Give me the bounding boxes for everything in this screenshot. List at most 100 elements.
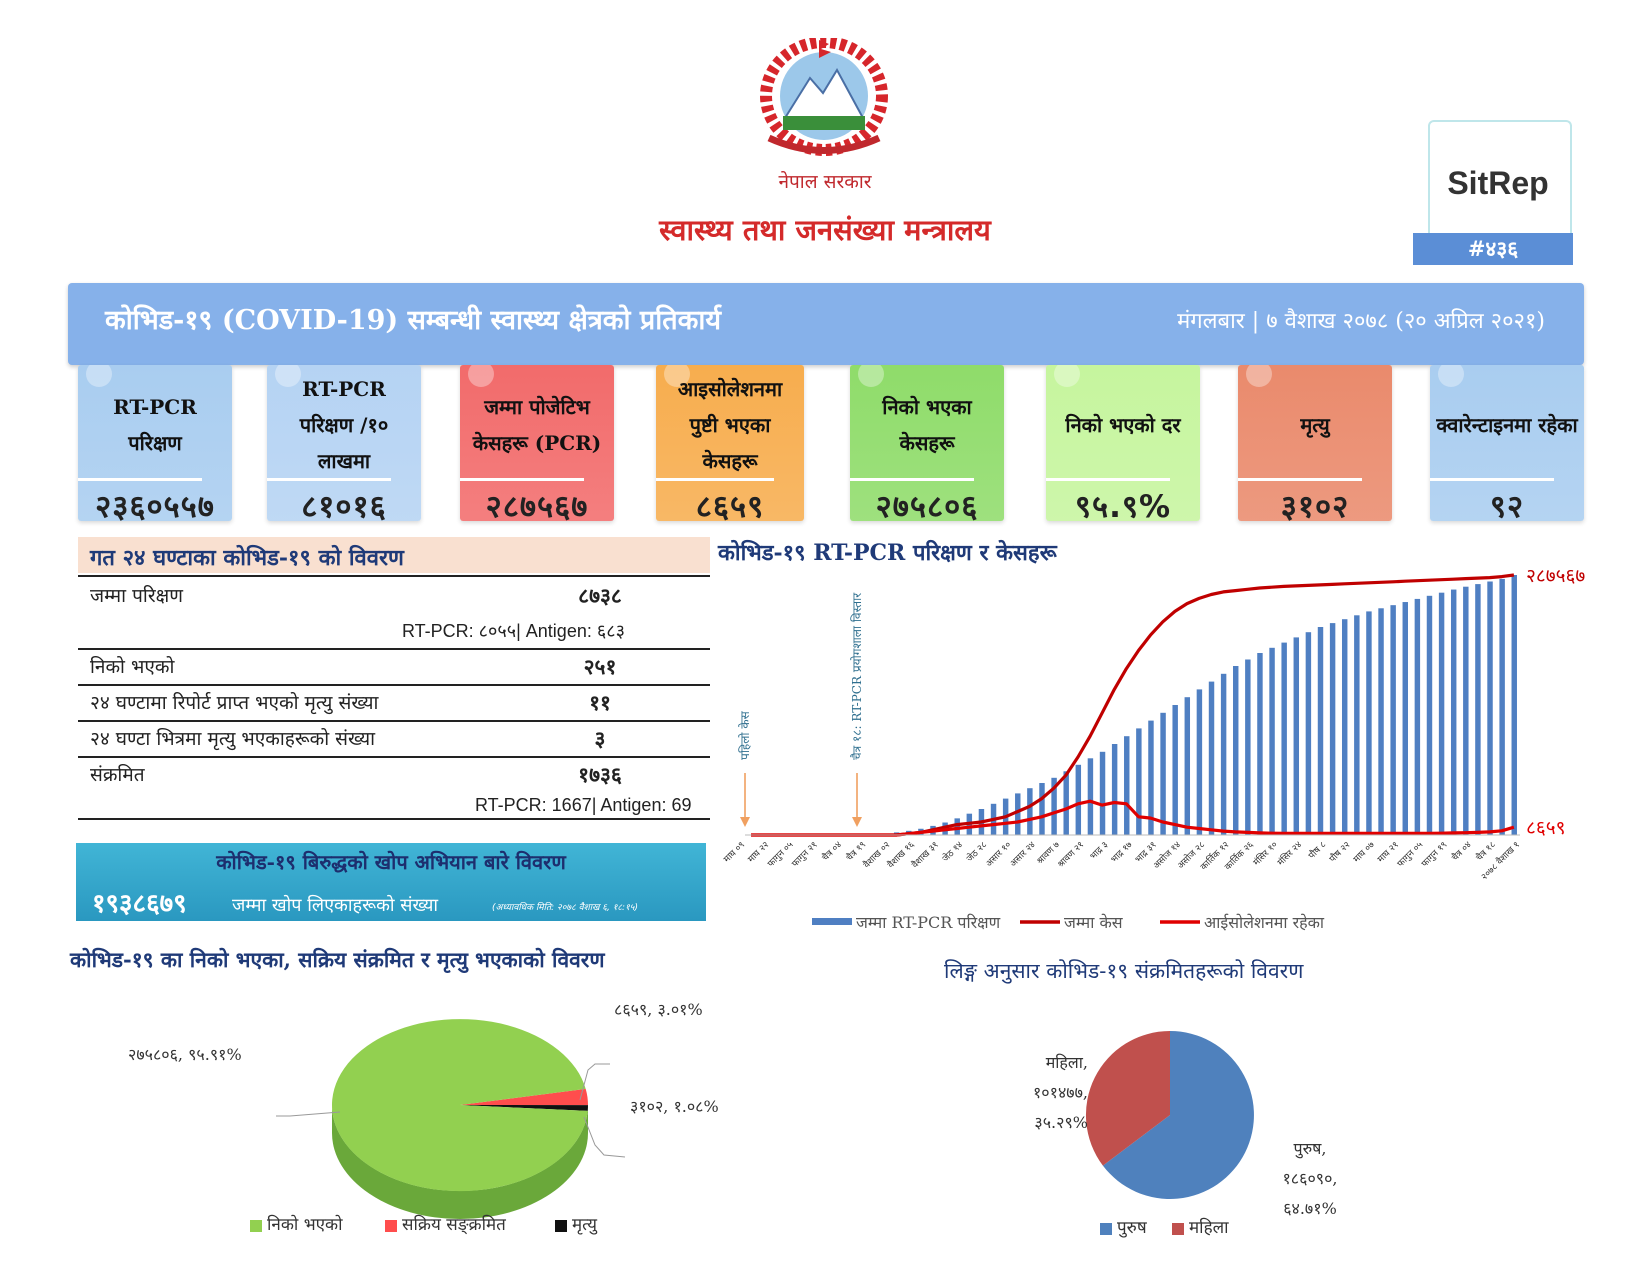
x-tick-label: भाद्र ३	[1088, 840, 1110, 862]
chart-bar	[1233, 666, 1239, 835]
stat-card-label: RT-PCR परिक्षण	[113, 395, 197, 455]
virus-icon	[86, 365, 112, 387]
pie-slice-label: २७५८०६, ९५.९१%	[128, 1045, 242, 1064]
chart-series-line	[751, 799, 1515, 837]
x-tick-label: असार १०	[984, 840, 1013, 869]
x-tick-label: फागुन ०५	[766, 840, 796, 870]
virus-icon	[1054, 365, 1080, 387]
chart-bar	[1051, 777, 1057, 835]
x-tick-label: मंसिर २४	[1275, 838, 1305, 868]
chart-bar	[1136, 728, 1142, 835]
stat-card-rtpcr-tests: RT-PCR परिक्षण २३६०५५७	[78, 365, 232, 521]
pie-slice	[1102, 1031, 1254, 1199]
chart-bar	[1366, 611, 1372, 835]
stat-card-value: २८७५६७	[485, 489, 589, 521]
stat-card-value: ८६५९	[695, 489, 765, 521]
chart-bar	[1426, 595, 1433, 835]
x-tick-label: असार २४	[1009, 840, 1038, 869]
chart-bar	[1499, 578, 1505, 835]
chart-bar	[1354, 615, 1360, 835]
pie-leader-line	[583, 1116, 626, 1158]
report-title: कोभिड-१९ (COVID-19) सम्बन्धी स्वास्थ्य क…	[105, 305, 721, 336]
legend-swatch	[250, 1219, 262, 1232]
sitrep-label: SitRep	[1447, 165, 1549, 201]
legend-item: पुरुष	[1100, 1215, 1147, 1238]
ministry-name: स्वास्थ्य तथा जनसंख्या मन्त्रालय	[659, 213, 991, 247]
chart-bar	[1099, 751, 1106, 835]
stat-card-label: क्वारेन्टाइनमा रहेका	[1436, 413, 1578, 437]
report-date: मंगलबार | ७ वैशाख २०७८ (२० अप्रिल २०२१)	[1177, 309, 1545, 334]
chart-bar	[1124, 736, 1130, 835]
chart-bar	[1402, 602, 1408, 835]
legend-label: निको भएको	[267, 1215, 343, 1235]
x-tick-label: फागुन १९	[1420, 840, 1449, 869]
stat-card-isolation: आइसोलेशनमा पुष्टी भएका केसहरू ८६५९	[656, 365, 804, 521]
outcome-pie-chart	[276, 1019, 626, 1219]
virus-icon	[664, 365, 690, 387]
chart-bar	[1390, 605, 1396, 835]
pie-slice	[331, 1019, 588, 1192]
chart-bar	[1487, 581, 1493, 835]
virus-icon	[1246, 365, 1272, 387]
chart-bar	[1039, 783, 1045, 835]
x-tick-label: माघ ०७	[1352, 840, 1377, 865]
legend-label: महिला	[1189, 1218, 1229, 1238]
stat-card-label: आइसोलेशनमा पुष्टी भएका केसहरू	[677, 377, 783, 473]
legend-label: आईसोलेशनमा रहेका	[1204, 913, 1325, 932]
legend-swatch	[1172, 1222, 1184, 1235]
x-tick-label: चैत्र ०४	[819, 838, 844, 863]
gender-pie-chart	[1085, 1031, 1254, 1199]
legend-label: जम्मा RT-PCR परिक्षण	[856, 913, 1001, 932]
stat-card-value: ८१०१६	[301, 489, 387, 521]
stat-card-label: निको भएको दर	[1065, 413, 1181, 437]
chart-bar	[1511, 575, 1517, 835]
chart-bar	[1438, 592, 1445, 835]
row-infected-value: १७३६	[578, 763, 622, 787]
stat-card-quarantine: क्वारेन्टाइनमा रहेका ९२	[1430, 365, 1584, 521]
pie-slice-label: ८६५९, ३.०१%	[614, 1000, 703, 1019]
outcome-pie-title: कोभिड-१९ का निको भएका, सक्रिय संक्रमित र…	[70, 947, 605, 972]
last24-header-band	[78, 537, 710, 573]
series-end-label: ८६५९	[1526, 817, 1566, 839]
vaccine-panel	[76, 843, 706, 921]
label-line: पुरुष,	[1293, 1139, 1327, 1158]
pie-slice	[460, 1105, 588, 1111]
row-total-tests-value: ८७३८	[578, 584, 622, 608]
label-line: ३५.२९%	[1034, 1113, 1088, 1132]
pie-depth	[332, 1105, 588, 1219]
chart-bar	[1027, 788, 1033, 835]
x-tick-label: जेठ १४	[940, 838, 966, 864]
chart-bar	[1305, 632, 1312, 835]
vaccine-update-note: (अध्यावधिक मिति: २०७८ वैशाख ६, १८:१५)	[492, 903, 638, 913]
label-line: ६४.७१%	[1283, 1199, 1337, 1218]
chart-bar	[1269, 647, 1275, 835]
label-line: १०१४७७,	[1032, 1083, 1088, 1102]
pie-leader-line	[579, 1063, 610, 1101]
stat-card-deaths: मृत्यु ३१०२	[1238, 365, 1392, 521]
stat-card-value: ९५.९%	[1074, 489, 1172, 521]
legend-label: पुरुष	[1117, 1218, 1147, 1238]
chart-bar	[1317, 627, 1324, 835]
annotation-label: पहिलो केस	[738, 710, 752, 760]
x-tick-label: भाद्र १७	[1109, 840, 1134, 865]
pie-slice	[1085, 1031, 1170, 1166]
divider	[78, 575, 710, 577]
row-deaths-reported-value: ११	[589, 691, 611, 715]
pie-slice-label: ३१०२, १.०८%	[630, 1097, 719, 1116]
pie-slice-label: पुरुष, १८६०९०, ६४.७१%	[1262, 1134, 1358, 1224]
row-deaths-within-value: ३	[594, 727, 606, 751]
x-tick-label: फागुन ०५	[1396, 840, 1426, 870]
divider	[78, 478, 202, 481]
chart-bar	[1378, 608, 1384, 835]
virus-icon	[858, 365, 884, 387]
x-tick-label: वैशाख ३१	[909, 839, 941, 871]
virus-icon	[468, 365, 494, 387]
pie-leader-line	[276, 1111, 341, 1117]
stat-card-recovered: निको भएका केसहरू २७५८०६	[850, 365, 1004, 521]
row-infected-label: संक्रमित	[90, 764, 145, 786]
stat-card-tests-per-million: RT-PCR परिक्षण /१० लाखमा ८१०१६	[267, 365, 421, 521]
x-tick-label: माघ ०९	[722, 840, 747, 865]
chart-bar	[1281, 642, 1287, 835]
divider	[78, 818, 710, 820]
chart-bar	[1293, 637, 1300, 835]
